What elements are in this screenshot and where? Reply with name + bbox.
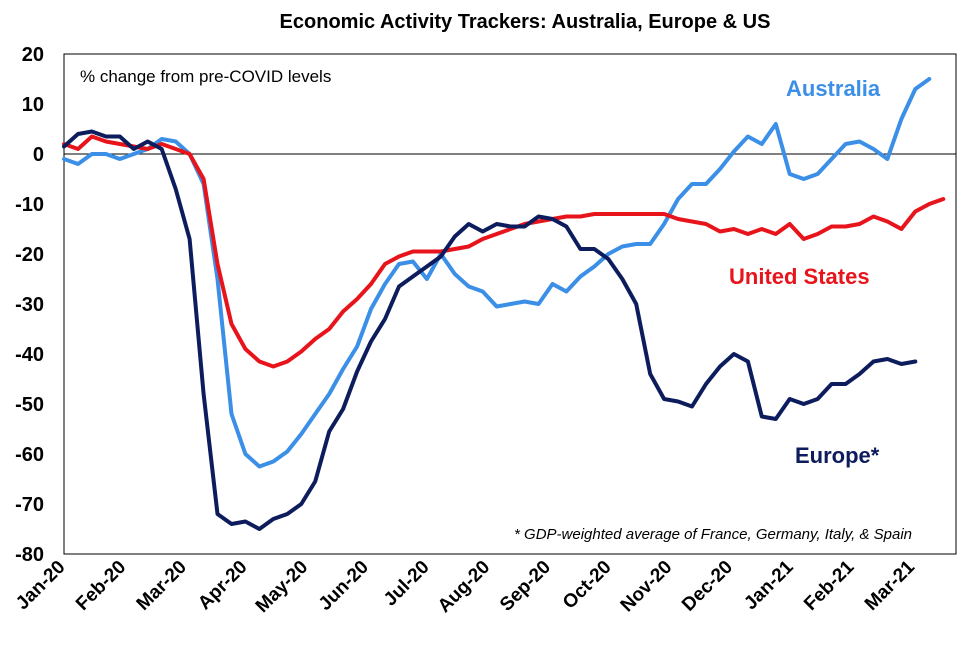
y-tick-label: -50: [15, 394, 44, 416]
footnote: * GDP-weighted average of France, German…: [514, 526, 912, 543]
units-annotation: % change from pre-COVID levels: [80, 67, 331, 86]
x-tick-label: Apr-20: [194, 557, 251, 614]
plot-area-border: [63, 53, 957, 555]
y-tick-label: 20: [22, 44, 44, 66]
y-tick-label: -70: [15, 494, 44, 516]
y-tick-label: -40: [15, 344, 44, 366]
y-tick-label: -60: [15, 444, 44, 466]
y-tick-label: 10: [22, 94, 44, 116]
x-tick-label: Feb-21: [800, 556, 858, 614]
x-tick-label: Feb-20: [72, 557, 130, 615]
x-tick-label: Mar-20: [133, 557, 191, 615]
x-tick-label: Dec-20: [678, 557, 737, 616]
y-tick-label: -80: [15, 544, 44, 566]
x-tick-label: Sep-20: [496, 557, 555, 616]
x-tick-label: May-20: [252, 557, 312, 617]
x-tick-label: Jan-21: [740, 556, 798, 614]
x-axis: Jan-20 Feb-20 Mar-20 Apr-20 May-20 Jun-20 Jul-…: [12, 556, 919, 617]
y-tick-label: -10: [15, 194, 44, 216]
x-tick-label: Aug-20: [434, 557, 494, 617]
y-tick-label: 0: [33, 144, 44, 166]
chart-title: Economic Activity Trackers: Australia, E…: [280, 11, 771, 33]
x-tick-label: Mar-21: [861, 556, 919, 614]
y-axis: 20 10 0 -10 -20 -30 -40 -50 -60 -70 -80: [15, 44, 44, 566]
y-tick-label: -20: [15, 244, 44, 266]
series-lines: [62, 77, 946, 531]
series-label-australia: Australia: [786, 76, 881, 101]
x-tick-label: Jul-20: [380, 557, 434, 611]
x-tick-label: Nov-20: [617, 557, 677, 617]
x-tick-label: Oct-20: [559, 557, 616, 614]
y-tick-label: -30: [15, 294, 44, 316]
series-label-united-states: United States: [729, 264, 870, 289]
series-label-europe: Europe*: [795, 443, 880, 468]
x-tick-label: Jun-20: [315, 557, 373, 615]
series-line-europe: [62, 129, 918, 531]
series-line-united-states: [62, 134, 946, 369]
